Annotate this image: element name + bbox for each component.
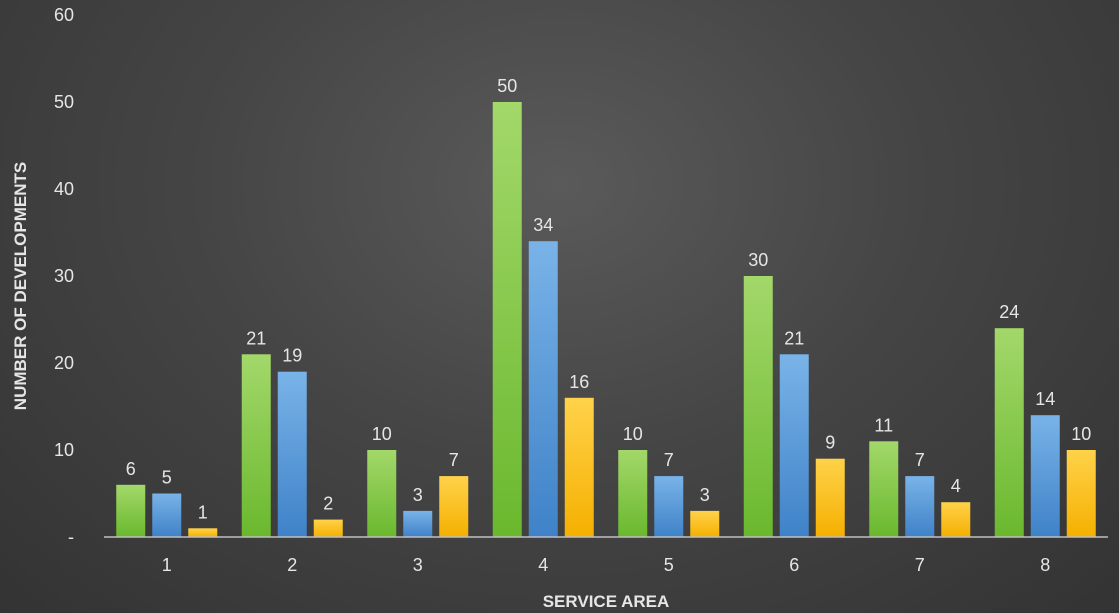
data-label: 21 (246, 328, 266, 348)
y-tick-label: 50 (54, 92, 74, 112)
data-label: 3 (700, 485, 710, 505)
y-axis-ticks: - 10 20 30 40 50 60 (54, 5, 74, 547)
bar (152, 493, 182, 537)
x-axis-title: SERVICE AREA (543, 592, 670, 611)
data-label: 6 (126, 459, 136, 479)
data-label: 10 (1071, 424, 1091, 444)
y-tick-label: 40 (54, 179, 74, 199)
bar (313, 519, 343, 537)
bar (815, 458, 845, 537)
data-label: 7 (664, 450, 674, 470)
data-label: 24 (999, 302, 1019, 322)
bars (116, 102, 1096, 537)
bar (905, 476, 935, 537)
bar (690, 510, 720, 537)
bar (367, 450, 397, 537)
data-label: 50 (497, 76, 517, 96)
data-label: 11 (874, 415, 893, 435)
data-label: 5 (162, 468, 172, 488)
x-tick-label: 5 (664, 555, 674, 575)
data-label: 14 (1035, 389, 1055, 409)
data-label: 3 (413, 485, 423, 505)
bar (241, 354, 271, 537)
x-tick-label: 1 (162, 555, 172, 575)
y-tick-label: 30 (54, 266, 74, 286)
bar (1066, 450, 1096, 537)
data-label: 7 (915, 450, 925, 470)
data-label: 16 (569, 372, 589, 392)
data-label: 30 (748, 250, 768, 270)
y-tick-label: 10 (54, 440, 74, 460)
data-label: 2 (323, 494, 333, 514)
x-tick-label: 4 (538, 555, 548, 575)
data-label: 21 (784, 328, 804, 348)
data-label: 9 (825, 433, 835, 453)
bar (439, 476, 469, 537)
bar (528, 241, 558, 537)
bar (654, 476, 684, 537)
bar (1030, 415, 1060, 537)
x-tick-label: 2 (287, 555, 297, 575)
bar (188, 528, 218, 537)
x-tick-label: 8 (1040, 555, 1050, 575)
data-label: 4 (951, 476, 961, 496)
y-tick-label: 20 (54, 353, 74, 373)
bar (403, 510, 433, 537)
bar (116, 484, 146, 537)
bar (564, 397, 594, 537)
y-tick-label: 60 (54, 5, 74, 25)
x-tick-label: 6 (789, 555, 799, 575)
x-axis-ticks: 1 2 3 4 5 6 7 8 (162, 555, 1051, 575)
data-label: 19 (282, 346, 302, 366)
x-tick-label: 3 (413, 555, 423, 575)
bar (869, 441, 899, 537)
data-label: 34 (533, 215, 553, 235)
bar (779, 354, 809, 537)
data-label: 10 (372, 424, 392, 444)
y-tick-label: - (68, 527, 74, 547)
y-axis-title: NUMBER OF DEVELOPMENTS (11, 162, 30, 410)
bar (618, 450, 648, 537)
bar (277, 371, 307, 537)
data-labels: 6 5 1 21 19 2 10 3 7 50 34 16 10 7 3 30 21 9 11 7 4 24 14 10 (126, 76, 1092, 522)
data-label: 10 (623, 424, 643, 444)
data-label: 1 (198, 502, 208, 522)
bar (941, 502, 971, 537)
bar (994, 328, 1024, 537)
bar (492, 102, 522, 537)
data-label: 7 (449, 450, 459, 470)
x-tick-label: 7 (915, 555, 925, 575)
bar (743, 276, 773, 537)
